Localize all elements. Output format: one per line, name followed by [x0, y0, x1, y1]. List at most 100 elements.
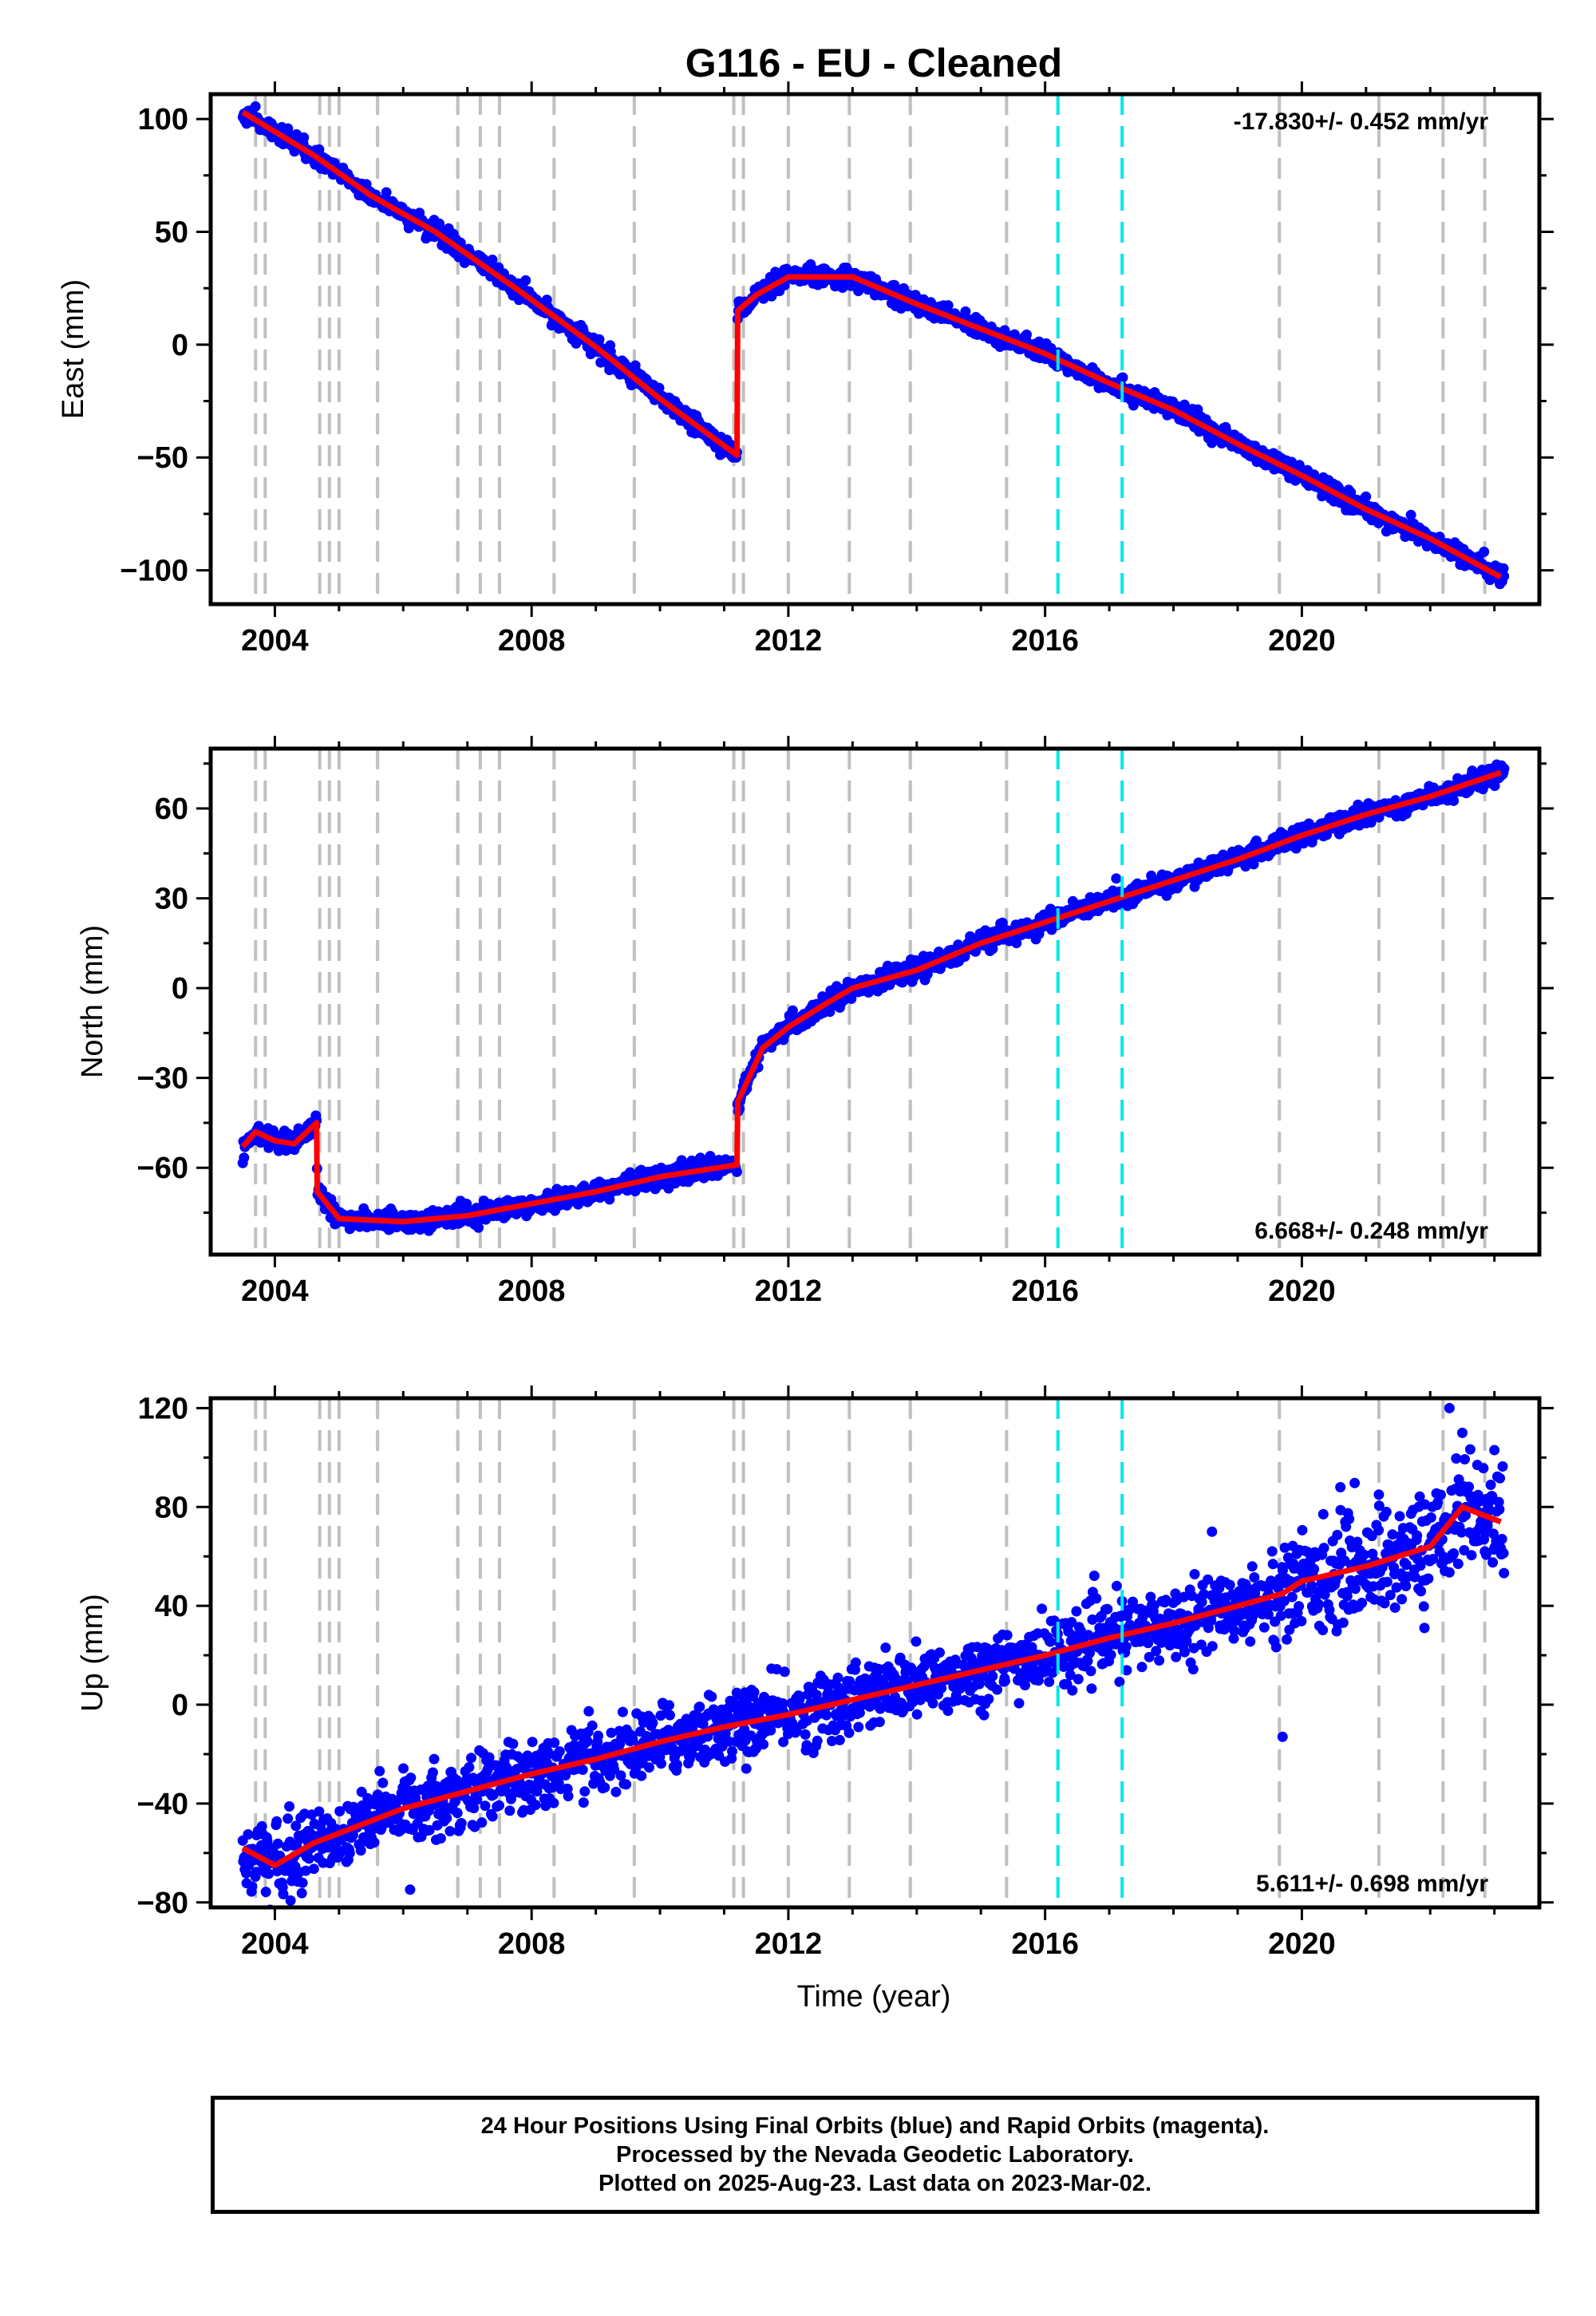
data-point: [739, 1724, 750, 1735]
data-point: [636, 1770, 647, 1781]
data-point: [960, 306, 971, 317]
data-point: [1479, 546, 1490, 557]
plot-area-north: [237, 749, 1510, 1255]
x-tick-label-north-2004: 2004: [241, 1275, 309, 1308]
data-point: [241, 1867, 251, 1879]
data-point: [731, 1166, 742, 1177]
data-point: [239, 1152, 250, 1164]
data-point: [405, 1884, 416, 1895]
data-point: [727, 1745, 737, 1757]
plot-area-east: [237, 94, 1510, 604]
rate-label-east: -17.830+/- 0.452 mm/yr: [1234, 109, 1489, 135]
data-point: [579, 1786, 591, 1797]
data-point: [777, 1697, 788, 1709]
data-point: [665, 1709, 675, 1721]
y-tick-label-east-100: 100: [138, 103, 188, 136]
data-point: [1448, 795, 1460, 806]
data-point: [832, 1672, 843, 1683]
data-point: [256, 1820, 267, 1832]
data-point: [854, 1707, 865, 1718]
data-point: [250, 101, 261, 112]
data-point: [791, 1725, 802, 1737]
data-point: [582, 1736, 593, 1747]
data-point: [694, 1701, 705, 1713]
model-line-east: [241, 109, 1503, 580]
data-point: [577, 1765, 588, 1775]
x-tick-label-north-2016: 2016: [1011, 1275, 1079, 1308]
y-axis-label-east: East (mm): [57, 279, 90, 419]
data-point: [880, 1642, 891, 1654]
data-point: [844, 1676, 855, 1687]
data-point: [334, 1806, 346, 1816]
data-point: [593, 1730, 604, 1741]
x-tick-label-east-2012: 2012: [755, 624, 823, 658]
data-point: [272, 1838, 283, 1849]
figure-title: G116 - EU - Cleaned: [685, 41, 1062, 85]
data-point: [758, 1739, 769, 1750]
data-point: [741, 1763, 752, 1774]
data-point: [681, 1713, 692, 1725]
data-point: [278, 1888, 289, 1899]
plot-area-up: [237, 1398, 1510, 1907]
y-tick-label-north--60: −60: [137, 1152, 188, 1185]
data-point: [427, 1767, 438, 1778]
data-points-up: [237, 1402, 1510, 1907]
data-point: [621, 1779, 632, 1790]
data-point: [563, 1791, 574, 1802]
data-point: [480, 1800, 491, 1812]
data-point: [548, 1797, 559, 1808]
data-point: [247, 1881, 258, 1892]
data-point: [494, 1800, 504, 1811]
data-point: [583, 1705, 595, 1717]
data-point: [758, 293, 769, 304]
data-point: [778, 1737, 789, 1748]
data-point: [542, 1745, 553, 1757]
data-point: [627, 1733, 638, 1745]
data-point: [530, 1800, 541, 1811]
data-point: [1111, 873, 1122, 884]
data-point: [296, 1887, 307, 1899]
data-point: [846, 994, 857, 1004]
data-point: [284, 1801, 295, 1812]
x-tick-label-north-2012: 2012: [755, 1275, 823, 1308]
data-point: [271, 1816, 282, 1827]
data-point: [656, 1758, 666, 1769]
data-point: [1345, 487, 1357, 498]
data-point: [300, 1865, 311, 1876]
data-point: [444, 1826, 456, 1836]
data-point: [344, 1848, 355, 1859]
y-tick-label-north-60: 60: [155, 792, 188, 826]
data-point: [549, 1737, 560, 1749]
data-point: [705, 1151, 716, 1162]
data-point: [942, 300, 954, 311]
data-point: [771, 1664, 782, 1675]
data-point: [374, 1765, 385, 1777]
data-point: [476, 1817, 488, 1828]
x-tick-label-east-2004: 2004: [241, 624, 309, 658]
data-point: [308, 1863, 319, 1875]
data-point: [779, 1666, 790, 1678]
data-point: [824, 1006, 836, 1018]
data-point: [285, 1895, 296, 1906]
data-point: [812, 1735, 823, 1746]
data-point: [647, 1717, 658, 1729]
frame-north: [208, 746, 1542, 1257]
data-point: [1365, 817, 1377, 828]
data-point: [664, 1700, 674, 1711]
data-point: [827, 1736, 837, 1746]
data-point: [405, 1773, 417, 1784]
data-point: [381, 187, 392, 198]
y-tick-label-north-30: 30: [155, 883, 188, 916]
data-point: [800, 1729, 811, 1740]
data-point: [522, 1750, 533, 1761]
data-point: [615, 1770, 626, 1781]
data-point: [508, 1738, 519, 1749]
data-point: [795, 1691, 805, 1702]
data-point: [429, 1753, 440, 1765]
data-point: [1011, 938, 1022, 949]
data-point: [1290, 843, 1302, 854]
data-point: [487, 1811, 498, 1822]
